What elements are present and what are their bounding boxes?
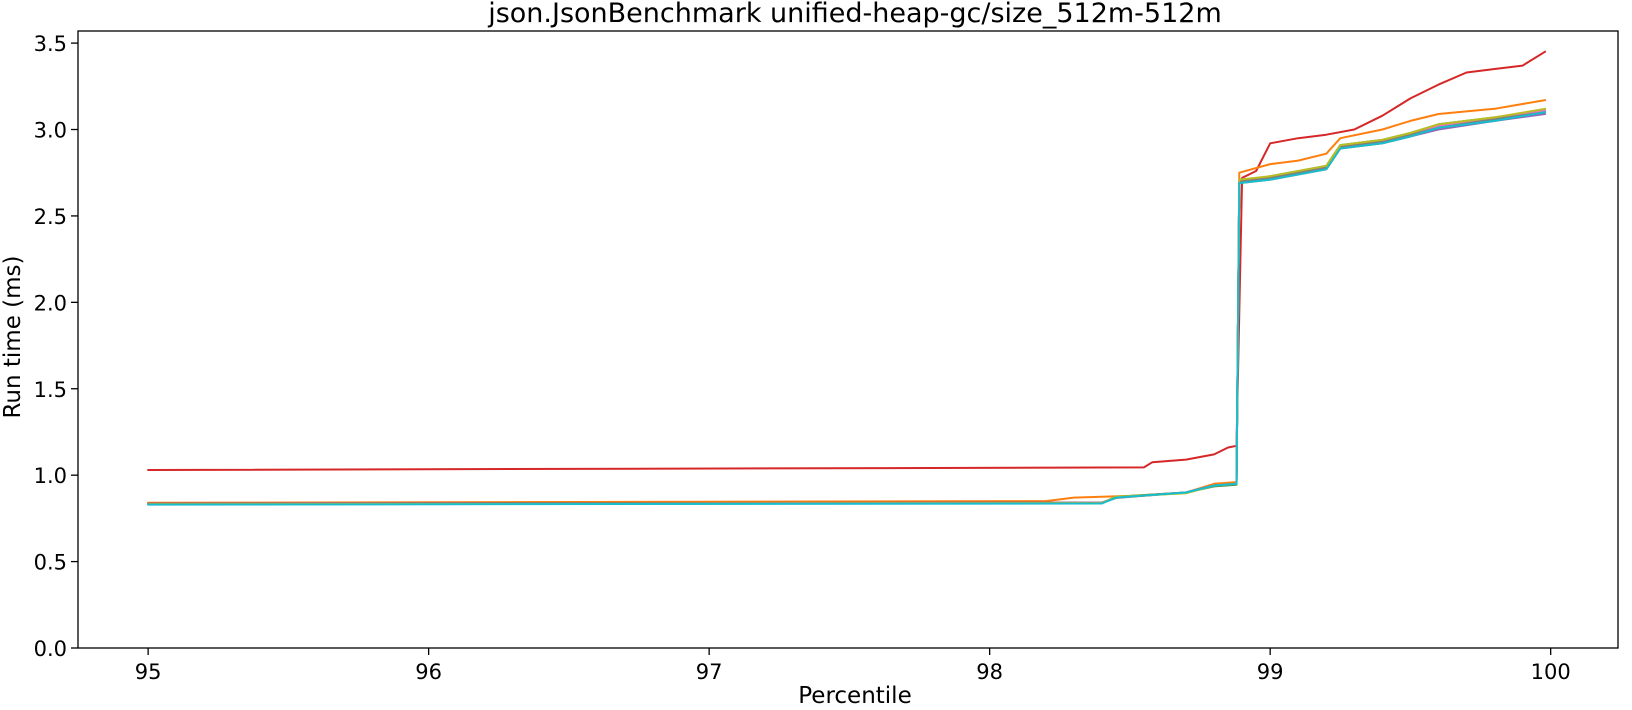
- series-line-4: [147, 109, 1547, 506]
- series-line-5: [147, 113, 1547, 505]
- y-axis-label: Run time (ms): [0, 255, 26, 418]
- series-line-1: [147, 50, 1547, 471]
- series-line-2: [147, 99, 1547, 504]
- series-line-7: [147, 109, 1547, 505]
- series-line-3: [147, 111, 1547, 505]
- y-tick-label: 1.0: [34, 464, 67, 488]
- series-line-10: [147, 111, 1547, 506]
- series-line-9: [147, 107, 1547, 506]
- y-tick-label: 2.0: [34, 291, 67, 315]
- y-tick-label: 2.5: [34, 205, 67, 229]
- x-tick-label: 96: [415, 660, 442, 684]
- y-tick-label: 0.5: [34, 551, 67, 575]
- plot-frame: [77, 30, 1619, 649]
- x-tick-label: 99: [1257, 660, 1284, 684]
- y-axis-ticks: 0.0 0.5 1.0 1.5 2.0 2.5 3.0 3.5: [34, 32, 78, 661]
- x-tick-label: 98: [976, 660, 1003, 684]
- x-tick-label: 100: [1531, 660, 1571, 684]
- y-tick-label: 1.5: [34, 378, 67, 402]
- x-tick-label: 97: [696, 660, 723, 684]
- chart-title: json.JsonBenchmark unified-heap-gc/size_…: [487, 0, 1222, 29]
- series-line-8: [147, 111, 1547, 505]
- series-layer: [147, 50, 1547, 506]
- plot-area: 95 96 97 98 99 100 0.0 0.5 1.0 1.5 2.0 2.5 3.0 3.5: [34, 30, 1619, 684]
- x-tick-label: 95: [135, 660, 162, 684]
- series-line-6: [147, 111, 1547, 505]
- x-axis-label: Percentile: [798, 683, 911, 709]
- y-tick-label: 0.0: [34, 637, 67, 661]
- x-axis-ticks: 95 96 97 98 99 100: [135, 648, 1571, 684]
- y-tick-label: 3.5: [34, 32, 67, 56]
- y-tick-label: 3.0: [34, 119, 67, 143]
